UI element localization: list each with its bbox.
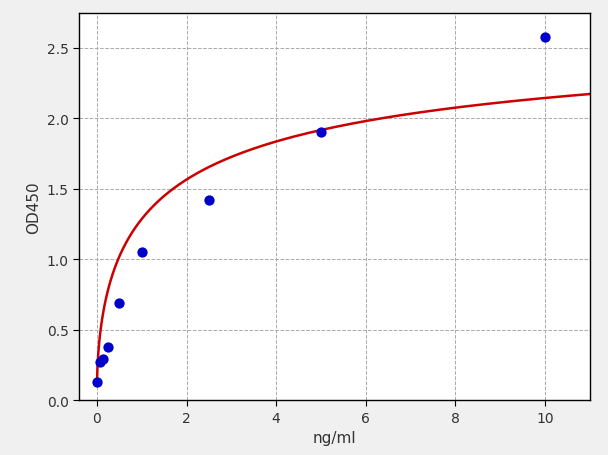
Point	[98, 356, 108, 363]
X-axis label: ng/ml: ng/ml	[313, 430, 356, 445]
Y-axis label: OD450: OD450	[26, 181, 41, 233]
Point	[137, 249, 147, 256]
Point	[95, 359, 105, 366]
Point	[316, 130, 326, 137]
Point	[92, 379, 102, 386]
Point	[114, 300, 124, 307]
Point	[204, 197, 214, 204]
Point	[103, 344, 113, 351]
Point	[540, 34, 550, 41]
